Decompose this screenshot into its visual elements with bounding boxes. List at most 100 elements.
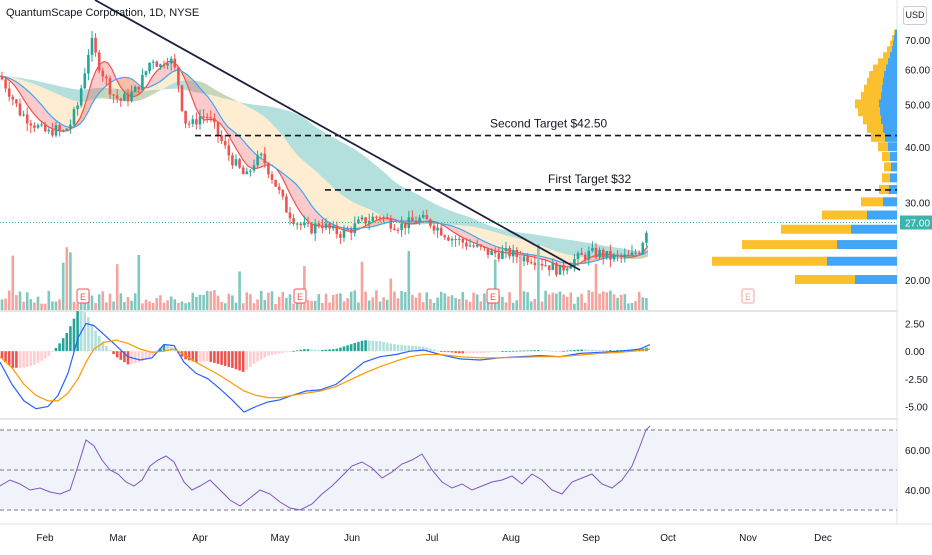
volume-bar xyxy=(61,262,65,310)
volume-bar xyxy=(504,302,508,310)
macd-histogram-bar xyxy=(555,350,558,352)
volume-bar xyxy=(245,292,249,310)
macd-histogram-bar xyxy=(137,351,141,363)
volume-bar xyxy=(220,301,223,310)
volume-profile-blue xyxy=(895,29,897,39)
volume-bar xyxy=(310,300,313,310)
candle-body xyxy=(504,247,508,251)
candle-body xyxy=(429,219,432,226)
volume-bar xyxy=(227,293,231,310)
candle-body xyxy=(144,71,148,75)
volume-bar xyxy=(79,303,83,310)
volume-bar xyxy=(619,294,623,310)
candle-body xyxy=(198,116,202,125)
macd-histogram-bar xyxy=(238,351,241,371)
candle-body xyxy=(645,232,648,243)
macd-histogram-bar xyxy=(15,351,18,368)
volume-profile-yellow xyxy=(861,91,881,101)
macd-histogram-bar xyxy=(51,351,54,352)
macd-histogram-bar xyxy=(47,351,51,356)
macd-histogram-bar xyxy=(33,351,36,365)
candle-body xyxy=(432,225,436,231)
earnings-marker xyxy=(486,288,500,304)
candle-body xyxy=(450,239,454,241)
candle-body xyxy=(396,229,400,231)
volume-bar xyxy=(256,299,259,310)
candle-body xyxy=(22,114,25,116)
macd-histogram-bar xyxy=(220,351,223,365)
macd-histogram-bar xyxy=(357,341,360,352)
currency-button[interactable]: USD xyxy=(903,6,927,25)
candle-body xyxy=(274,179,277,187)
macd-histogram-bar xyxy=(94,330,97,352)
macd-histogram-bar xyxy=(144,351,148,360)
macd-histogram-bar xyxy=(213,351,216,363)
candle-body xyxy=(511,249,515,257)
macd-histogram-bar xyxy=(0,351,4,359)
macd-histogram-bar xyxy=(202,351,205,362)
candle-body xyxy=(360,217,364,220)
volume-bar xyxy=(587,290,591,310)
macd-histogram-bar xyxy=(533,350,537,352)
volume-bar xyxy=(11,255,15,310)
candle-body xyxy=(576,253,580,260)
candle-body xyxy=(238,159,241,168)
volume-bar xyxy=(465,299,468,310)
candle-body xyxy=(249,170,252,172)
volume-bar xyxy=(385,299,389,310)
candle-body xyxy=(533,262,537,266)
volume-bar xyxy=(573,303,576,310)
macd-histogram-bar xyxy=(87,317,90,352)
macd-histogram-bar xyxy=(601,350,605,352)
macd-histogram-bar xyxy=(450,351,454,353)
volume-bar xyxy=(346,298,349,310)
macd-histogram-bar xyxy=(400,344,403,352)
candle-body xyxy=(76,105,79,110)
candle-body xyxy=(583,254,587,260)
volume-bar xyxy=(331,295,335,310)
volume-bar xyxy=(97,294,101,310)
volume-bar xyxy=(623,294,627,310)
macd-histogram-bar xyxy=(475,351,479,354)
volume-bar xyxy=(609,290,612,310)
macd-histogram-bar xyxy=(256,351,259,362)
volume-bar xyxy=(342,301,346,310)
macd-histogram-bar xyxy=(591,349,594,352)
candle-body xyxy=(565,268,569,271)
candle-body xyxy=(148,62,151,72)
rsi-axis-tick: 60.00 xyxy=(905,446,930,457)
volume-bar xyxy=(367,300,371,310)
volume-bar xyxy=(36,296,40,310)
macd-histogram-bar xyxy=(331,349,335,352)
macd-histogram-bar xyxy=(241,351,245,372)
volume-bar xyxy=(565,296,569,310)
candle-body xyxy=(126,94,130,101)
macd-histogram-bar xyxy=(234,351,238,370)
candle-body xyxy=(213,117,216,123)
macd-histogram-bar xyxy=(360,340,364,352)
candle-body xyxy=(277,186,281,190)
macd-histogram-bar xyxy=(540,350,544,352)
time-axis-label: Mar xyxy=(109,533,127,544)
second-target-label: Second Target $42.50 xyxy=(490,117,608,131)
macd-histogram-bar xyxy=(389,343,393,352)
candle-body xyxy=(130,91,133,101)
volume-bar xyxy=(429,299,432,310)
macd-histogram-bar xyxy=(281,351,285,353)
macd-histogram-bar xyxy=(65,332,69,352)
candle-body xyxy=(378,217,382,219)
volume-bar xyxy=(436,297,439,310)
candle-body xyxy=(184,110,187,124)
volume-bar xyxy=(285,297,288,310)
macd-histogram-bar xyxy=(497,351,501,352)
candle-body xyxy=(414,220,418,223)
macd-histogram-bar xyxy=(328,349,331,352)
candle-body xyxy=(605,250,609,258)
macd-histogram-bar xyxy=(61,338,65,352)
candle-body xyxy=(609,250,612,260)
candle-body xyxy=(191,119,195,124)
volume-bar xyxy=(551,292,555,310)
volume-bar xyxy=(468,301,472,310)
volume-bar xyxy=(4,298,7,310)
